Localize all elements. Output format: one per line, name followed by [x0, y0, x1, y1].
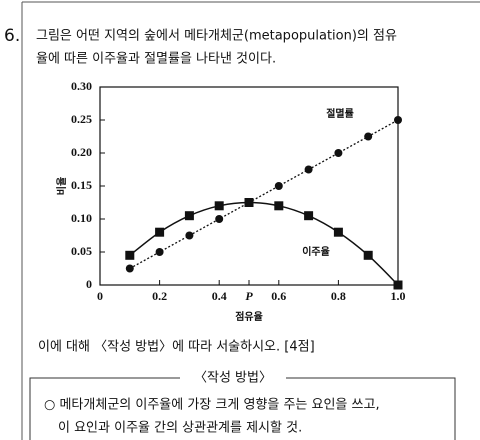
x-tick-label: 1.0 [391, 289, 406, 303]
series-line [129, 201, 399, 286]
x-tick-label: 0 [97, 289, 103, 303]
point [125, 264, 134, 273]
method-title-bg [180, 370, 286, 386]
point [363, 250, 373, 260]
point [215, 215, 224, 223]
point [334, 149, 343, 157]
point [214, 201, 224, 211]
y-tick-label: 0.10 [71, 211, 92, 225]
question-text: 율에 따른 이주율과 절멸률을 나타낸 것이다. [36, 52, 276, 67]
y-tick-label: 0.30 [71, 79, 92, 93]
point [394, 116, 402, 124]
point [155, 248, 164, 256]
point [333, 227, 343, 237]
point [125, 250, 135, 260]
method-item: 이 요인과 이주율 간의 상관관계를 제시할 것. [58, 421, 302, 436]
point [155, 227, 165, 237]
series-label: 이주율 [302, 245, 330, 258]
y-tick-label: 0.25 [71, 112, 92, 126]
point [304, 165, 313, 174]
point [304, 211, 314, 221]
prompt: 이에 대해 〈작성 방법〉에 따라 서술하시오. [4점] [38, 340, 315, 355]
method-title: 〈작성 방법〉 [194, 371, 272, 386]
series-label: 절멸률 [326, 107, 354, 120]
point [364, 132, 373, 141]
series-line [129, 119, 399, 270]
y-tick-label: 0.20 [71, 145, 92, 159]
y-tick-label: 0 [86, 277, 92, 291]
x-tick-label: 0.8 [331, 289, 346, 303]
point [244, 198, 254, 207]
x-tick-label: 0.6 [271, 289, 286, 303]
question-text: 그림은 어떤 지역의 숲에서 메타개체군(metapopulation)의 점유 [36, 29, 397, 44]
point [393, 280, 403, 290]
y-tick-label: 0.15 [71, 178, 92, 192]
method-item: ○ 메타개체군의 이주율에 가장 크게 영향을 주는 요인을 쓰고, [44, 398, 380, 413]
x-tick-label: P [245, 289, 253, 303]
point [185, 231, 194, 240]
point [274, 182, 283, 190]
question-number: 6. [4, 26, 20, 46]
point [274, 201, 284, 211]
x-tick-label: 0.4 [212, 289, 227, 303]
x-tick-label: 0.2 [152, 289, 167, 303]
x-axis-label: 점유율 [235, 311, 263, 323]
y-tick-label: 0.05 [71, 244, 92, 258]
point [184, 211, 194, 221]
y-axis-label: 비율 [55, 177, 68, 195]
